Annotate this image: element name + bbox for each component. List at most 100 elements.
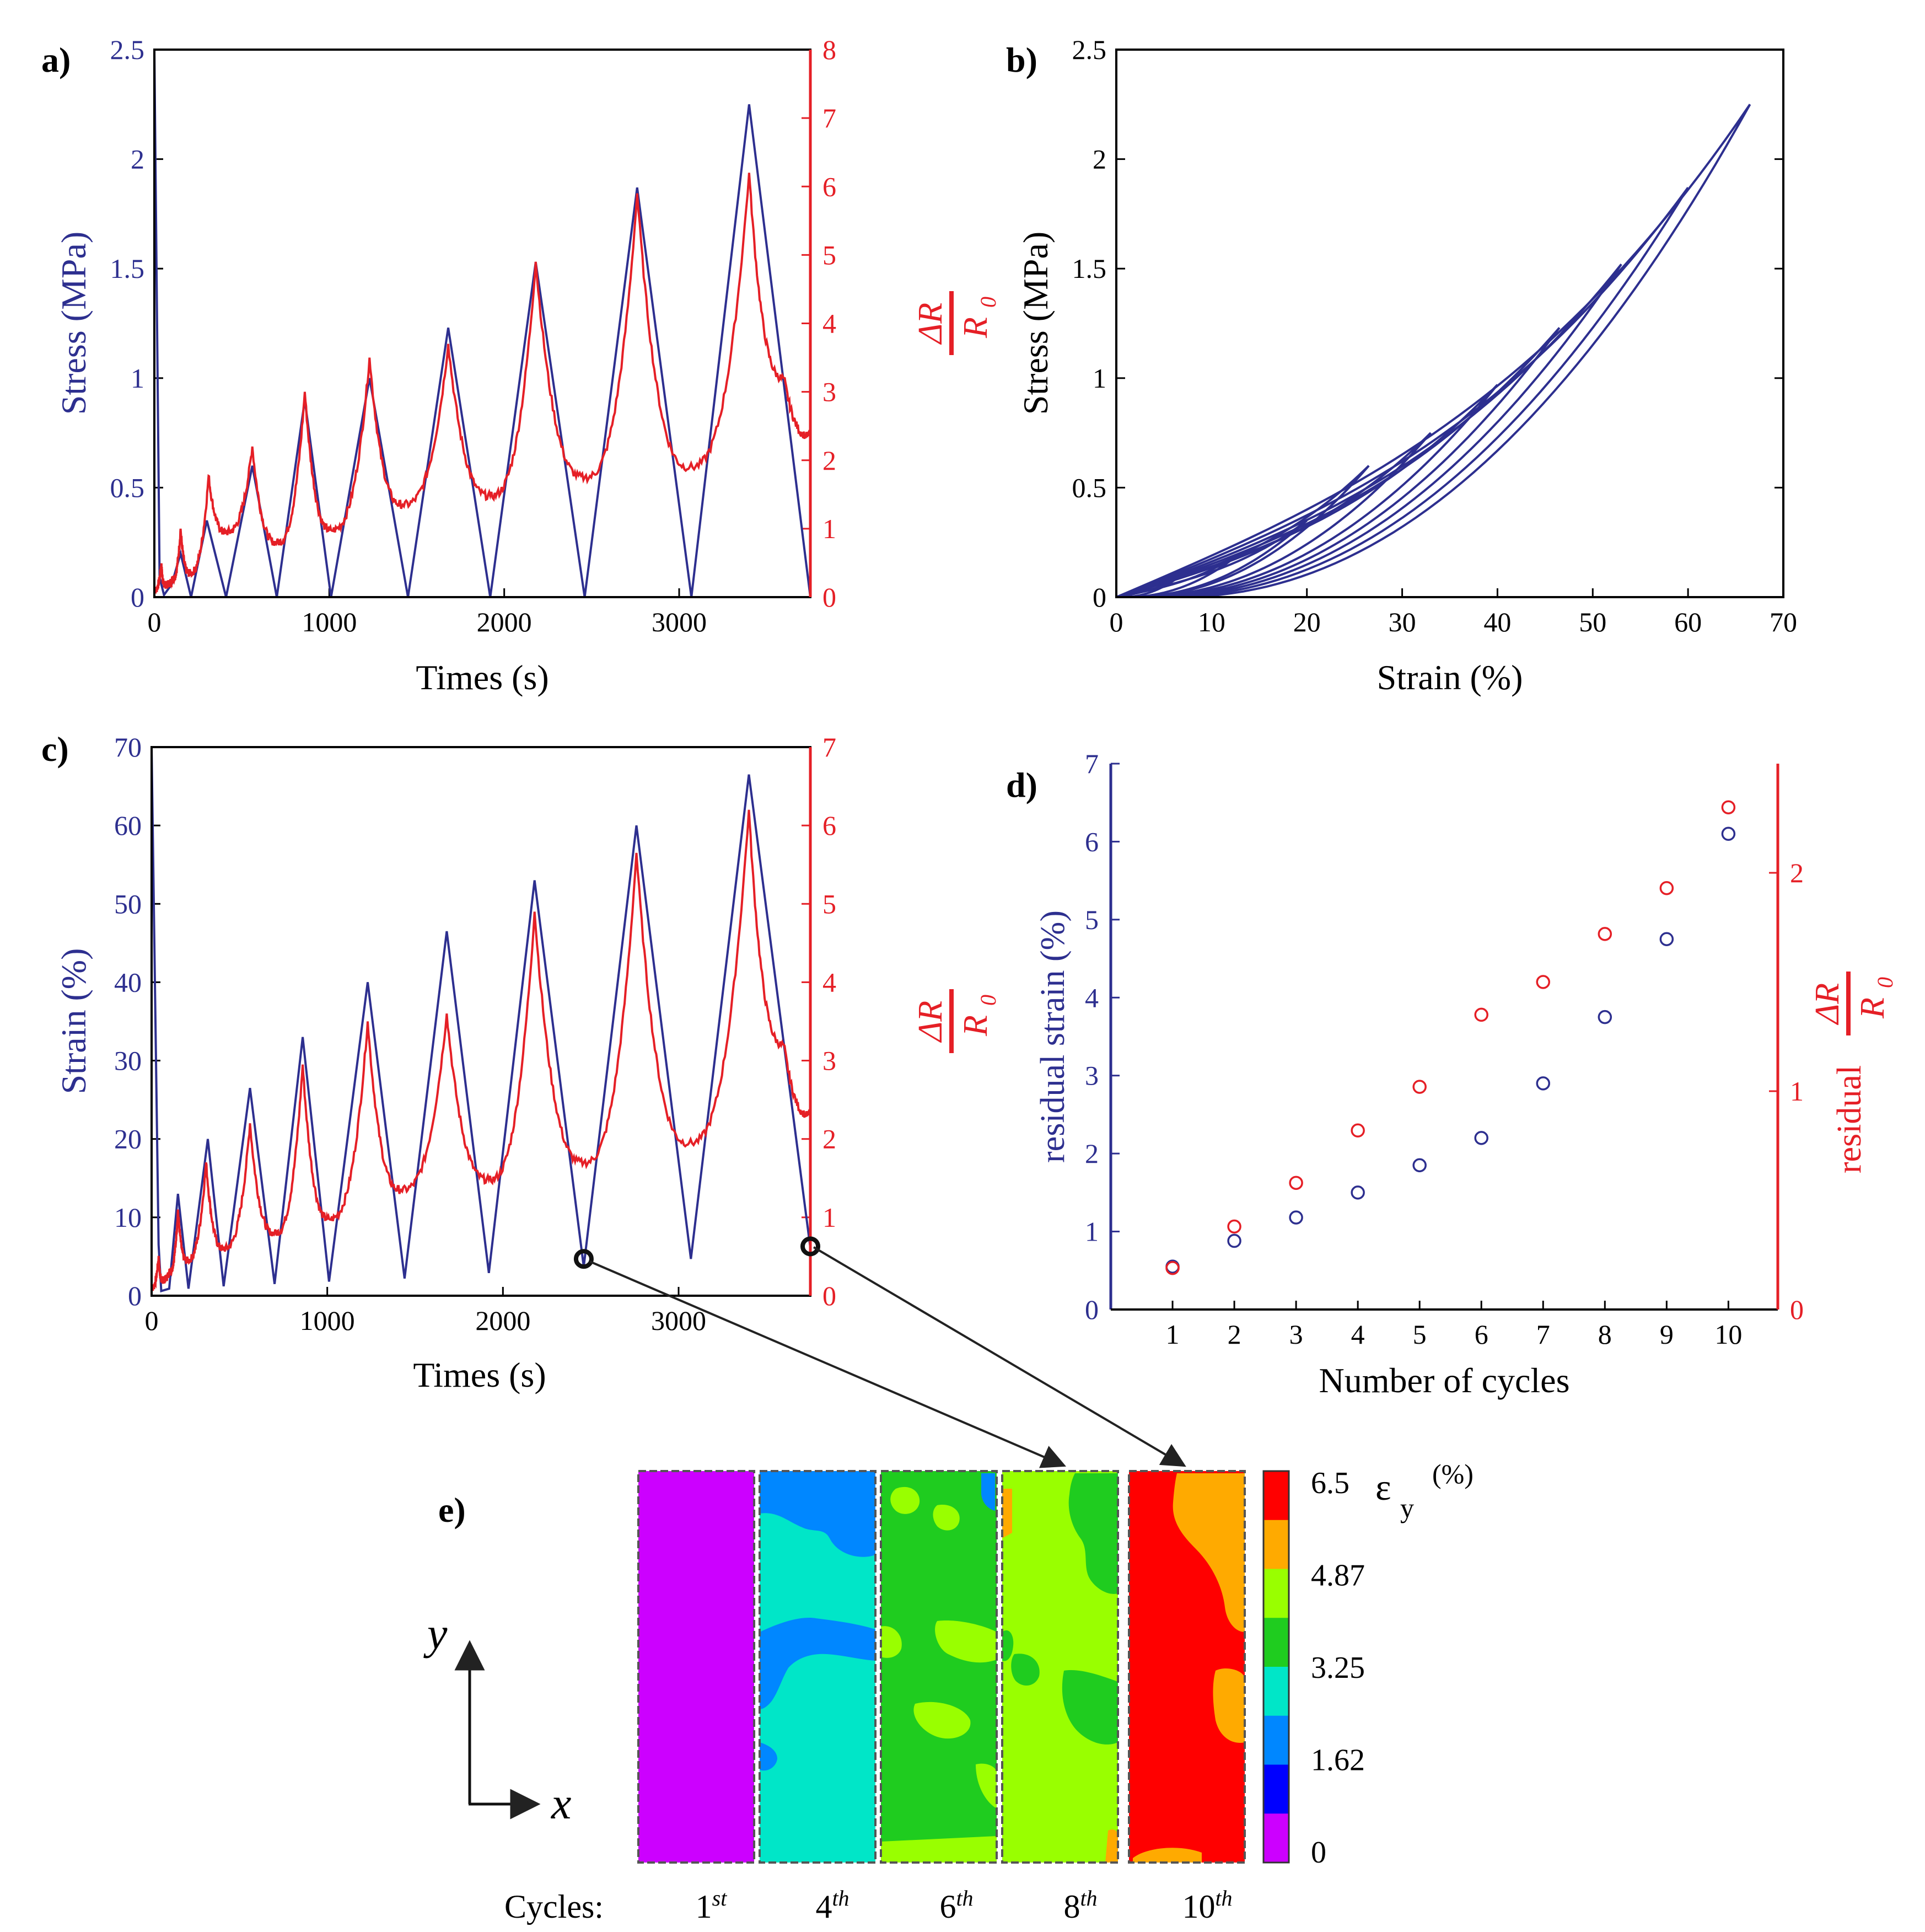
panel-e-label: e)	[438, 1490, 466, 1530]
cycle-labels: 1st 4th 6th 8th 10th	[696, 1886, 1233, 1925]
colorbar-title-subscript: y	[1400, 1493, 1414, 1523]
y-tick-label: 0	[1085, 1294, 1099, 1325]
colorbar-segment	[1263, 1813, 1289, 1863]
y2-tick-label: 6	[822, 171, 836, 202]
hysteresis-loop	[1116, 264, 1622, 597]
x-tick-label: 10	[1198, 607, 1225, 637]
y-tick-label: 2	[131, 144, 144, 175]
y2-tick-label: 2	[822, 445, 836, 476]
y2-tick-label: 4	[822, 967, 836, 997]
panel-c: c) 0 1000 2000 300001020304050607001234567 …	[41, 729, 1001, 1394]
colorbar-tick-label: 1.62	[1311, 1743, 1365, 1778]
y-tick-label: 1	[131, 363, 144, 394]
x-tick-label: 3000	[651, 1305, 706, 1336]
colorbar-ticks: 6.5 4.87 3.25 1.62 0	[1311, 1466, 1365, 1870]
y-tick-label: 2	[1085, 1138, 1099, 1169]
y2-tick-label: 1	[1790, 1076, 1804, 1107]
x-tick-label: 60	[1674, 607, 1702, 637]
panel-d-xlabel: Number of cycles	[1319, 1361, 1570, 1400]
y2-tick-label: 6	[822, 810, 836, 841]
colorbar-segment	[1263, 1471, 1289, 1521]
residual-strain-point	[1227, 1233, 1241, 1248]
panel-c-ticks: 0 1000 2000 3000 0 10 20 30 40 50 60 70 0 1 2 3 4 5 6 7	[114, 732, 836, 1336]
y2-tick-label: 3	[822, 377, 836, 407]
cycle-number: 4	[815, 1888, 832, 1925]
resistance-series-line	[154, 173, 810, 594]
y2-tick-label: 3	[822, 1045, 836, 1076]
x-tick-label: 0	[148, 607, 162, 637]
x-tick-label: 2000	[477, 607, 532, 637]
y2label-numerator: ΔR	[912, 1001, 949, 1043]
panel-b: b) 0 10 20 30 40 50 60 70 0 0.5 1 1.5 2 2.5 Strain (%…	[1006, 34, 1797, 697]
strain-map-cycle-10	[1128, 1470, 1246, 1864]
x-tick-label: 3	[1289, 1319, 1303, 1350]
colorbar-tick-label: 4.87	[1311, 1559, 1365, 1593]
y2-tick-label: 0	[822, 1280, 836, 1311]
x-tick-label: 10	[1714, 1319, 1742, 1350]
selection-marker	[573, 1249, 594, 1269]
panel-b-ylabel: Stress (MPa)	[1016, 232, 1055, 415]
cycle-label: 10th	[1182, 1886, 1232, 1925]
panel-a-xlabel: Times (s)	[416, 658, 549, 697]
y2label-numerator: ΔR	[1809, 983, 1846, 1026]
residual-resistance-point	[1227, 1219, 1241, 1234]
panel-b-label: b)	[1006, 40, 1037, 79]
residual-resistance-point	[1659, 881, 1674, 895]
colorbar-tick-label: 3.25	[1311, 1651, 1365, 1685]
panel-d: d) 1 2 3 4 5 6 7 8 9 10 0 1 2 3 4 5 6 7 0 1 2 Number of cycl…	[1006, 748, 1897, 1400]
panel-e: e)	[423, 1458, 1474, 1925]
x-tick-label: 50	[1579, 607, 1606, 637]
y-tick-label: 5	[1085, 904, 1099, 935]
panel-c-xlabel: Times (s)	[413, 1355, 546, 1394]
panel-d-ticks: 1 2 3 4 5 6 7 8 9 10 0 1 2 3 4 5 6 7 0 1 2	[1085, 748, 1804, 1350]
y-tick-label: 2.5	[1072, 34, 1107, 65]
hysteresis-loop	[1116, 432, 1432, 597]
y2-tick-label: 2	[822, 1124, 836, 1155]
panel-d-points	[1165, 800, 1736, 1275]
strain-map-cycle-6	[880, 1470, 998, 1864]
colorbar	[1263, 1471, 1289, 1863]
x-tick-label: 4	[1351, 1319, 1365, 1350]
y2-tick-label: 1	[822, 1202, 836, 1233]
panel-c-y2label: ΔR R 0	[912, 989, 1001, 1053]
panel-a-ticks: 0 1000 2000 3000 0 0.5 1 1.5 2 2.5 0 1 2 3 4 5 6 7 8	[110, 34, 837, 637]
x-tick-label: 1000	[300, 1305, 355, 1336]
cycle-label: 1st	[696, 1886, 728, 1925]
y2label-subscript: 0	[976, 297, 1001, 308]
y-tick-label: 2	[1093, 144, 1106, 175]
cycle-label: 4th	[815, 1886, 849, 1925]
arrow-to-8th-cycle	[589, 1260, 1067, 1468]
panel-a-frame	[153, 49, 811, 598]
panel-c-markers	[573, 1236, 820, 1269]
residual-resistance-point	[1412, 1080, 1427, 1094]
y-tick-label: 0	[128, 1280, 142, 1311]
y-tick-label: 1.5	[1072, 253, 1107, 284]
y2-tick-label: 8	[822, 34, 836, 65]
panel-b-frame	[1115, 49, 1784, 598]
colorbar-segment	[1263, 1715, 1289, 1765]
panel-c-ylabel: Strain (%)	[54, 948, 93, 1094]
x-tick-label: 20	[1293, 607, 1321, 637]
colorbar-segment	[1263, 1618, 1289, 1667]
cycle-ordinal-suffix: th	[956, 1886, 973, 1910]
panel-a-ylabel: Stress (MPa)	[54, 232, 93, 415]
colorbar-segment	[1263, 1520, 1289, 1569]
strain-map-cycle-4	[759, 1470, 877, 1864]
panel-a-label: a)	[41, 40, 71, 79]
cycle-label: 6th	[939, 1886, 973, 1925]
strain-series-line	[152, 747, 810, 1293]
cycle-ordinal-suffix: th	[832, 1886, 849, 1910]
x-axis-label: x	[551, 1778, 571, 1828]
y-tick-label: 10	[114, 1202, 142, 1233]
residual-strain-point	[1536, 1076, 1551, 1091]
x-tick-label: 2000	[475, 1305, 530, 1336]
y2-tick-label: 2	[1790, 857, 1804, 888]
residual-strain-point	[1289, 1210, 1303, 1225]
colorbar-tick-label: 0	[1311, 1836, 1326, 1870]
residual-resistance-point	[1721, 800, 1736, 814]
cycles-row-label: Cycles:	[504, 1888, 604, 1925]
x-tick-label: 1000	[302, 607, 357, 637]
x-tick-label: 3000	[652, 607, 707, 637]
x-tick-label: 70	[1770, 607, 1797, 637]
